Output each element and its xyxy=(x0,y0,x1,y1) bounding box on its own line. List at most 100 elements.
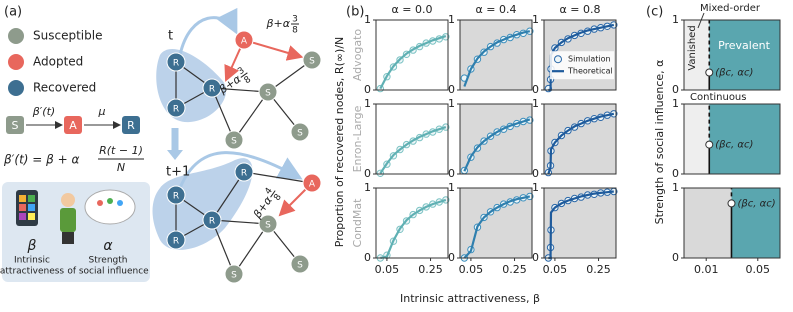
column-title: α = 0.0 xyxy=(392,3,433,16)
beta-caption: Intrinsic xyxy=(14,256,50,266)
prevalent-region xyxy=(709,20,780,90)
edge-label-bar xyxy=(270,190,276,198)
critical-label: (βc, αc) xyxy=(715,68,753,79)
plot-background xyxy=(460,104,532,174)
theoretical-line xyxy=(548,190,614,260)
node xyxy=(202,210,222,230)
critical-point xyxy=(705,68,714,77)
x-tick-label: 0.05 xyxy=(375,263,400,276)
bubble-person xyxy=(107,198,113,204)
critical-label: (βc, αc) xyxy=(715,140,753,151)
person-body xyxy=(60,208,76,232)
panel-b-labels: (b) Proportion of recovered nodes, R(∞)/… xyxy=(333,5,540,306)
edge-label-den: 8 xyxy=(292,26,298,36)
alpha-caption: Strength xyxy=(89,256,128,266)
panel-label: (c) xyxy=(646,5,663,20)
edge xyxy=(211,171,245,221)
prevalent-region xyxy=(731,188,780,258)
app-icon xyxy=(19,213,26,220)
annotation: Continuous xyxy=(690,92,746,103)
theoretical-line xyxy=(547,112,615,175)
bubble-person xyxy=(97,200,103,206)
x-tick-label: 0.25 xyxy=(586,263,611,276)
node xyxy=(258,214,278,234)
plot-frame xyxy=(543,19,617,91)
edge-label-num: 3 xyxy=(292,15,298,25)
node xyxy=(224,264,244,284)
y-tick-label: 0 xyxy=(532,167,539,180)
node-label: A xyxy=(309,180,316,190)
time-arrow-head xyxy=(167,150,183,160)
legend-box xyxy=(550,51,614,80)
annotation: Vanished xyxy=(687,25,698,70)
plot-frame xyxy=(459,19,533,91)
time-label: t xyxy=(168,29,173,44)
person-head xyxy=(61,193,75,207)
formula: β′(t) = β + α xyxy=(3,153,79,167)
annotation-leader xyxy=(697,12,705,29)
node-label: R xyxy=(209,85,215,95)
node xyxy=(224,130,244,150)
edge xyxy=(211,219,235,275)
plot-frame xyxy=(683,103,781,175)
beta-symbol: β xyxy=(27,238,37,254)
node-label: A xyxy=(241,37,248,47)
app-icon xyxy=(19,204,26,211)
column-title: α = 0.8 xyxy=(560,3,601,16)
influence-arrow xyxy=(178,151,303,189)
plot-frame xyxy=(375,103,449,175)
annotation: Mixed-order xyxy=(700,3,761,14)
x-tick-label: 0.25 xyxy=(502,263,527,276)
node-label: R xyxy=(173,192,179,202)
y-tick-label: 1 xyxy=(364,97,371,110)
node-label: S xyxy=(265,221,271,231)
plot-background xyxy=(376,188,448,258)
theoretical-line xyxy=(379,126,447,174)
edge-label-den: 8 xyxy=(272,192,284,203)
critical-point xyxy=(727,199,736,208)
infection-edge xyxy=(243,39,304,61)
state-box xyxy=(122,116,140,134)
critical-point xyxy=(705,140,714,149)
edge-label-num: 4 xyxy=(263,186,275,197)
recovered-group xyxy=(152,158,253,250)
node-label: S xyxy=(231,137,237,147)
node xyxy=(234,162,254,182)
node-label: S xyxy=(297,261,303,271)
legend-label: Adopted xyxy=(33,55,83,69)
y-tick-label: 1 xyxy=(448,13,455,26)
theoretical-line xyxy=(380,198,447,260)
legend-label: Recovered xyxy=(33,81,96,95)
state-box xyxy=(6,116,24,134)
panel-label: (b) xyxy=(346,5,364,20)
legend-swatch xyxy=(8,28,24,44)
node xyxy=(166,230,186,250)
app-icon xyxy=(28,195,35,202)
node-label: R xyxy=(173,237,179,247)
beta-caption: attractiveness xyxy=(0,267,64,277)
plot-frame xyxy=(683,187,781,259)
node xyxy=(290,254,310,274)
y-tick-label: 0 xyxy=(364,83,371,96)
vanished-region xyxy=(684,104,710,174)
edge-label-bar xyxy=(240,72,248,78)
node-label: R xyxy=(209,217,215,227)
plot-frame xyxy=(459,103,533,175)
app-icon xyxy=(19,195,26,202)
legend-swatch xyxy=(8,80,24,96)
critical-label: (βc, αc) xyxy=(737,198,775,209)
y-tick-label: 0 xyxy=(364,167,371,180)
edge-label-base: β+α xyxy=(266,17,291,30)
rate-label: β′(t) xyxy=(32,105,55,118)
node xyxy=(302,50,322,70)
alpha-caption: of social influence xyxy=(67,267,149,277)
x-tick-label: 0.01 xyxy=(694,263,719,276)
y-tick-label: 1 xyxy=(448,181,455,194)
node-label: S xyxy=(231,271,237,281)
node xyxy=(290,122,310,142)
node-label: S xyxy=(309,57,315,67)
row-label: CondMat xyxy=(351,198,364,248)
legend-label: Susceptible xyxy=(33,29,102,43)
x-tick-label: 0.05 xyxy=(746,263,771,276)
